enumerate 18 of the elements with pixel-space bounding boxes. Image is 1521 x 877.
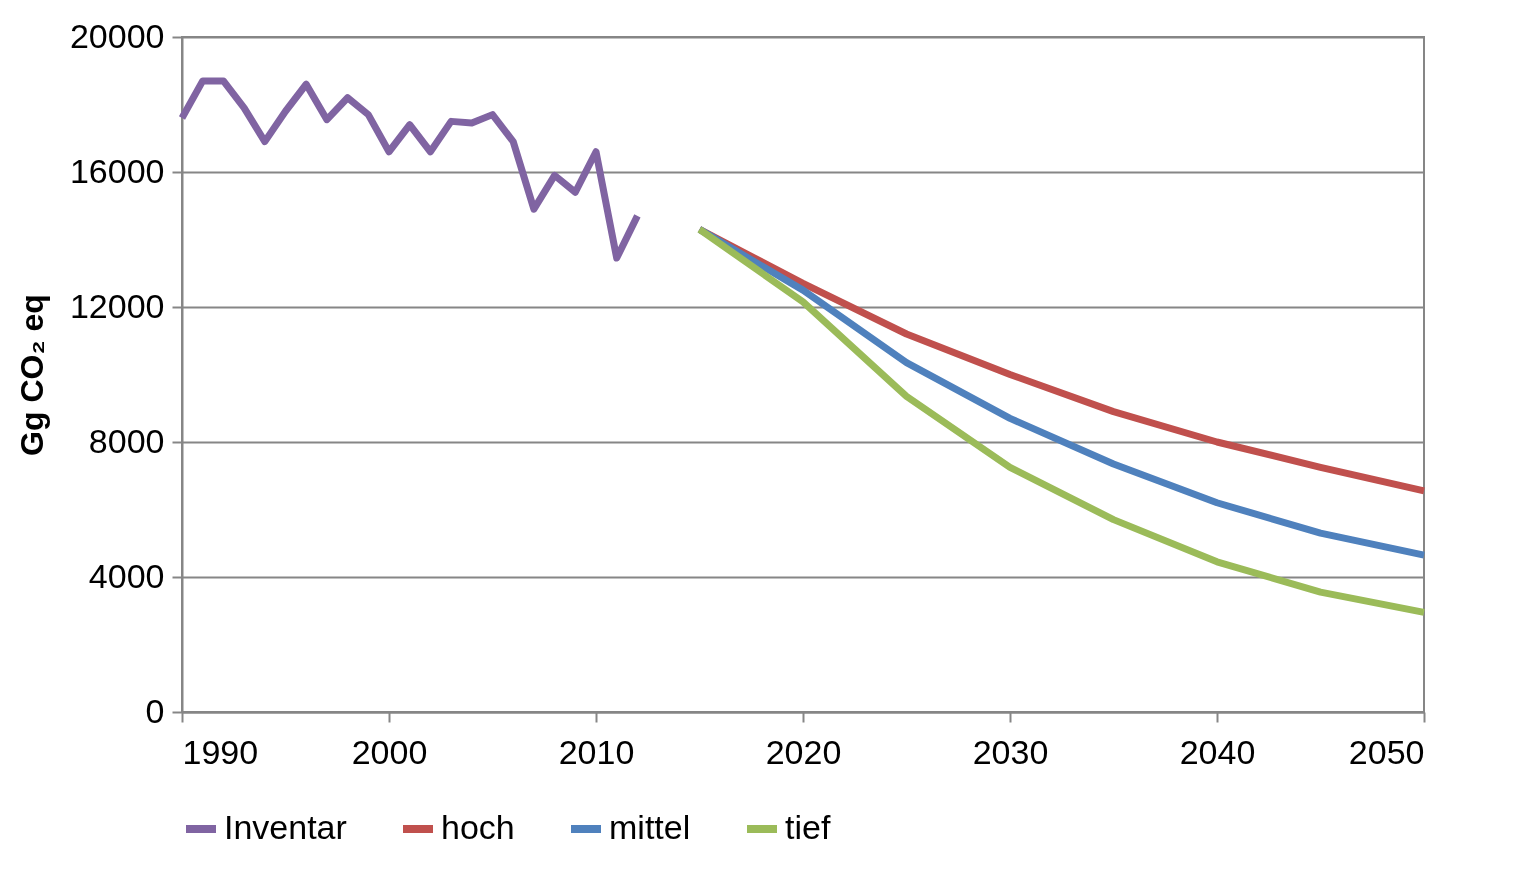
- y-tick-label: 8000: [88, 421, 165, 460]
- legend-label: mittel: [609, 808, 691, 846]
- x-tick-label: 1990: [182, 732, 259, 771]
- y-tick-label: 12000: [69, 286, 165, 325]
- legend-label: Inventar: [224, 808, 347, 846]
- y-axis-title: Gg CO₂ eq: [13, 294, 50, 456]
- x-tick-label: 2040: [1179, 732, 1256, 771]
- y-tick-label: 20000: [69, 16, 165, 55]
- y-tick-label: 4000: [88, 556, 165, 595]
- x-tick-label: 2000: [351, 732, 428, 771]
- y-tick-label: 0: [145, 691, 165, 730]
- legend-label: hoch: [441, 808, 515, 846]
- x-tick-label: 2020: [765, 732, 842, 771]
- legend-label: tief: [785, 808, 831, 846]
- x-tick-label: 2030: [972, 732, 1049, 771]
- x-tick-label: 2050: [1348, 732, 1425, 771]
- y-tick-label: 16000: [69, 151, 165, 190]
- x-tick-label: 2010: [558, 732, 635, 771]
